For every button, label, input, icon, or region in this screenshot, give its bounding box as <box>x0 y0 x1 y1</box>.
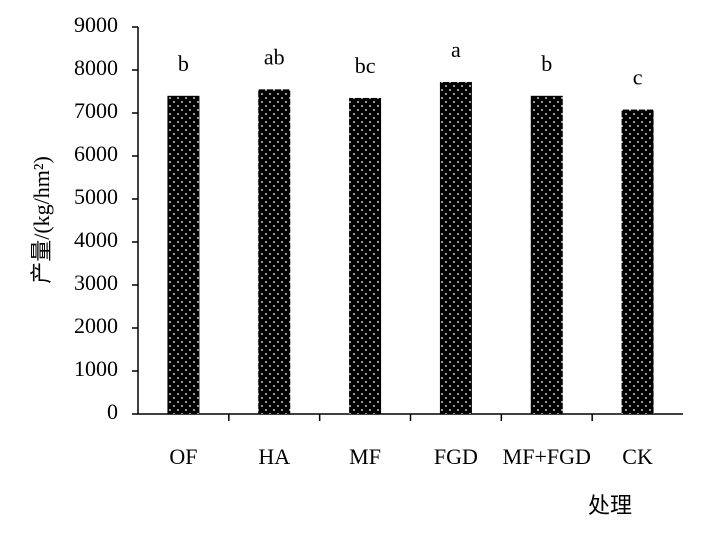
bar <box>167 95 200 415</box>
y-tick-label: 7000 <box>74 98 118 123</box>
x-tick-label: MF <box>349 444 381 469</box>
bar <box>258 89 291 414</box>
bar <box>349 97 382 414</box>
y-tick-label: 8000 <box>74 55 118 80</box>
significance-letter: b <box>178 51 189 76</box>
x-axis-label: 处理 <box>588 493 632 518</box>
x-tick-label: OF <box>169 444 197 469</box>
x-tick-label: HA <box>258 444 290 469</box>
bar <box>530 95 563 415</box>
y-tick-label: 0 <box>107 399 118 424</box>
y-tick-label: 4000 <box>74 227 118 252</box>
significance-letter: a <box>451 37 461 62</box>
x-tick-label: FGD <box>434 444 478 469</box>
y-axis-label: 产量/(kg/hm²) <box>29 156 54 284</box>
significance-letter: bc <box>355 53 376 78</box>
y-tick-label: 1000 <box>74 356 118 381</box>
bar <box>621 109 654 414</box>
significance-letter: b <box>541 51 552 76</box>
y-tick-label: 6000 <box>74 141 118 166</box>
y-tick-label: 5000 <box>74 184 118 209</box>
x-tick-label: MF+FGD <box>503 444 591 469</box>
y-tick-label: 2000 <box>74 313 118 338</box>
significance-letter: ab <box>264 44 285 69</box>
y-tick-label: 3000 <box>74 270 118 295</box>
bar <box>439 82 472 414</box>
y-tick-label: 9000 <box>74 12 118 37</box>
significance-letter: c <box>633 65 643 90</box>
x-tick-label: CK <box>622 444 653 469</box>
